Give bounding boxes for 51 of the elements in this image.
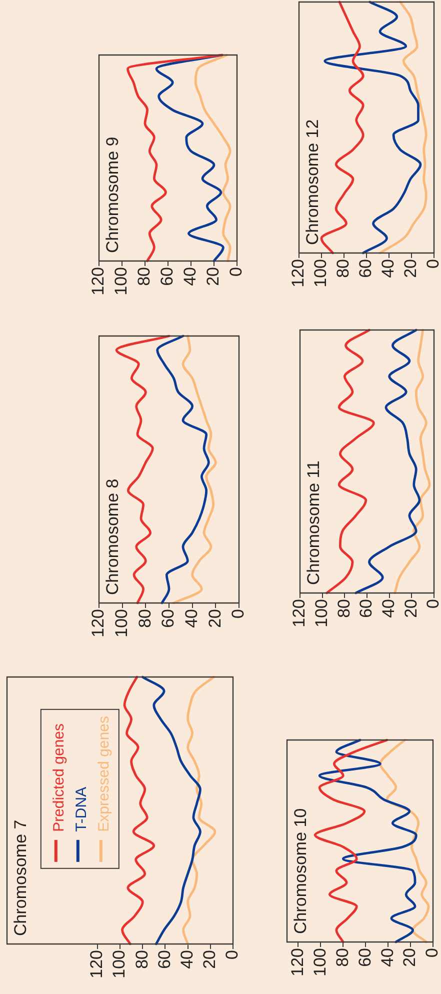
x-tick-label: 40 <box>182 609 202 628</box>
x-tick-label: 80 <box>334 259 353 278</box>
x-tick-label: 0 <box>422 948 441 958</box>
x-tick-label: 60 <box>158 609 178 628</box>
text: Chromosome 9 <box>103 136 122 253</box>
x-tick-label: 100 <box>312 599 332 628</box>
x-tick-label: 40 <box>378 259 398 278</box>
text: Chromosome 11 <box>304 460 324 585</box>
x-tick-label: 120 <box>88 609 108 638</box>
x-tick-label: 20 <box>205 609 224 628</box>
x-tick-label: 100 <box>110 950 129 978</box>
text: T-DNA <box>72 787 90 832</box>
x-tick-label: 120 <box>88 267 108 296</box>
x-tick-label: 80 <box>334 599 354 618</box>
x-tick-label: 120 <box>290 599 309 628</box>
x-tick-label: 60 <box>158 267 177 286</box>
x-tick-label: 100 <box>311 259 330 288</box>
x-tick-label: 0 <box>222 950 242 960</box>
x-tick-label: 80 <box>134 267 154 286</box>
text: Chromosome 7 <box>11 820 30 936</box>
x-tick-label: 100 <box>112 267 131 296</box>
text: Expressed genes <box>95 716 112 832</box>
x-tick-label: 20 <box>400 948 420 967</box>
x-tick-label: 120 <box>288 259 308 288</box>
text: Predicted genes <box>50 724 68 832</box>
x-tick-label: 0 <box>228 609 248 618</box>
x-tick-label: 60 <box>154 950 174 969</box>
x-tick-label: 100 <box>310 948 330 976</box>
x-tick-label: 40 <box>378 948 397 967</box>
x-tick-label: 80 <box>135 609 154 628</box>
x-tick-label: 0 <box>424 259 441 268</box>
x-tick-label: 20 <box>401 259 420 278</box>
x-tick-label: 60 <box>356 259 376 278</box>
x-tick-label: 60 <box>356 599 376 618</box>
x-tick-label: 40 <box>177 950 196 969</box>
x-tick-label: 80 <box>332 948 352 967</box>
x-tick-label: 0 <box>226 267 246 276</box>
x-tick-label: 40 <box>379 599 398 618</box>
x-tick-label: 60 <box>355 948 374 967</box>
text: Chromosome 10 <box>291 808 310 934</box>
x-tick-label: 20 <box>204 267 223 286</box>
x-tick-label: 20 <box>401 599 420 618</box>
x-tick-label: 80 <box>132 950 152 969</box>
x-tick-label: 0 <box>424 599 441 608</box>
x-tick-label: 20 <box>200 950 220 969</box>
x-tick-label: 100 <box>112 609 132 638</box>
x-tick-label: 40 <box>180 267 200 286</box>
x-tick-label: 120 <box>87 950 106 978</box>
text: Chromosome 12 <box>303 119 322 245</box>
x-tick-label: 120 <box>288 948 307 976</box>
text: Chromosome 8 <box>103 478 122 595</box>
